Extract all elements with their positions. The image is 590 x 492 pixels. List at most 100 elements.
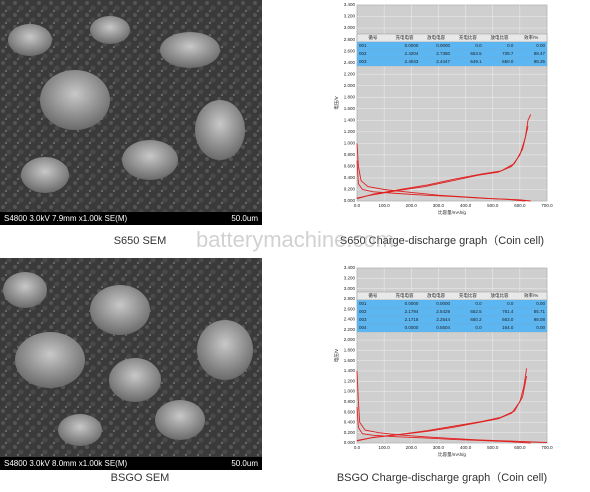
table-cell: 650.2: [470, 317, 482, 322]
caption: BSGO SEM: [111, 472, 170, 484]
x-tick-label: 400.0: [460, 203, 472, 208]
table-row-bg: [356, 323, 548, 333]
y-tick-label: 1.400: [344, 368, 356, 373]
x-tick-label: 600.0: [514, 203, 526, 208]
y-tick-label: 2.600: [344, 306, 356, 311]
table-cell: 0.0: [475, 301, 482, 306]
sem-info: S4800 3.0kV 7.9mm x1.00k SE(M): [4, 214, 128, 223]
table-cell: 761.4: [502, 309, 514, 314]
table-cell: 98.35: [534, 59, 546, 64]
table-cell: 2.5429: [436, 309, 450, 314]
y-tick-label: 1.600: [344, 358, 356, 363]
table-header: 循号: [368, 292, 377, 299]
y-tick-label: 1.400: [344, 117, 356, 122]
table-header: 充电比容: [459, 292, 477, 299]
table-row-bg: [356, 299, 548, 309]
table-header: 效率/%: [524, 292, 538, 299]
table-row-bg: [356, 41, 548, 51]
x-tick-label: 0.0: [354, 445, 361, 450]
x-tick-label: 300.0: [433, 203, 445, 208]
y-tick-label: 3.200: [344, 275, 356, 280]
table-cell: 164.0: [502, 325, 514, 330]
table-cell: 003: [359, 317, 367, 322]
sem-scale: 50.0um: [231, 214, 258, 223]
data-line: [356, 376, 528, 442]
table-cell: 002: [359, 309, 367, 314]
table-header: 放电比容: [491, 34, 509, 41]
y-tick-label: 0.800: [344, 399, 356, 404]
table-cell: 003: [359, 59, 367, 64]
y-tick-label: 0.400: [344, 420, 356, 425]
x-tick-label: 100.0: [379, 445, 391, 450]
table-cell: 2.7380: [436, 51, 450, 56]
table-cell: 0.00: [536, 43, 545, 48]
table-header-bg: [356, 33, 548, 43]
sem-image: [0, 258, 262, 470]
x-tick-label: 0.0: [354, 203, 361, 208]
table-cell: 0.0000: [436, 301, 450, 306]
y-tick-label: 0.200: [344, 187, 356, 192]
y-tick-label: 0.000: [344, 198, 356, 203]
sem-info: S4800 3.0kV 8.0mm x1.00k SE(M): [4, 459, 128, 468]
table-header: 充电比容: [459, 34, 477, 41]
sem-scale: 50.0um: [231, 459, 258, 468]
table-cell: 663.0: [502, 317, 514, 322]
table-cell: 001: [359, 43, 367, 48]
table-header: 充电电容: [396, 34, 414, 41]
caption: S650 SEM: [114, 235, 167, 247]
table-header: 循号: [368, 34, 377, 41]
sem-image: [0, 0, 262, 225]
y-tick-label: 3.200: [344, 14, 356, 19]
y-tick-label: 2.200: [344, 327, 356, 332]
y-tick-label: 3.400: [344, 265, 356, 270]
table-cell: 2.4204: [405, 51, 419, 56]
y-tick-label: 1.200: [344, 378, 356, 383]
y-tick-label: 2.600: [344, 48, 356, 53]
y-tick-label: 1.800: [344, 94, 356, 99]
watermark: batterymachine.com: [196, 227, 394, 252]
table-row-bg: [356, 315, 548, 325]
y-tick-label: 0.000: [344, 440, 356, 445]
x-axis-label: 比容量/mAh/g: [438, 451, 466, 458]
table-cell: 85.71: [534, 309, 546, 314]
y-tick-label: 1.800: [344, 348, 356, 353]
table-cell: 002: [359, 51, 367, 56]
x-tick-label: 700.0: [541, 445, 553, 450]
table-header: 放电电容: [427, 34, 445, 41]
y-tick-label: 1.200: [344, 129, 356, 134]
table-cell: 0.0000: [436, 43, 450, 48]
table-row-bg: [356, 49, 548, 59]
table-cell: 001: [359, 301, 367, 306]
y-tick-label: 0.200: [344, 430, 356, 435]
y-tick-label: 3.000: [344, 286, 356, 291]
table-cell: 88.47: [534, 51, 546, 56]
table-cell: 2.2544: [436, 317, 450, 322]
data-line: [356, 160, 526, 202]
data-line: [356, 406, 531, 444]
caption: S650 Charge-discharge graph（Coin cell): [340, 234, 544, 247]
table-row-bg: [356, 57, 548, 67]
y-tick-label: 0.600: [344, 164, 356, 169]
table-header: 放电电容: [427, 292, 445, 299]
table-cell: 2.4043: [405, 59, 419, 64]
table-cell: 0.0000: [405, 325, 419, 330]
table-cell: 98.08: [534, 317, 546, 322]
y-tick-label: 1.600: [344, 106, 356, 111]
table-row-bg: [356, 307, 548, 317]
y-tick-label: 2.000: [344, 337, 356, 342]
y-tick-label: 0.800: [344, 152, 356, 157]
y-tick-label: 3.000: [344, 25, 356, 30]
table-header: 效率/%: [524, 34, 538, 41]
table-cell: 0.5504: [436, 325, 450, 330]
x-tick-label: 200.0: [406, 445, 418, 450]
data-line: [356, 125, 529, 200]
table-header-bg: [356, 291, 548, 301]
table-cell: 649.1: [470, 59, 482, 64]
y-tick-label: 2.200: [344, 71, 356, 76]
table-cell: 0.0: [507, 43, 514, 48]
table-cell: 0.0: [475, 43, 482, 48]
y-tick-label: 1.000: [344, 141, 356, 146]
table-cell: 004: [359, 325, 367, 330]
x-tick-label: 100.0: [379, 203, 391, 208]
